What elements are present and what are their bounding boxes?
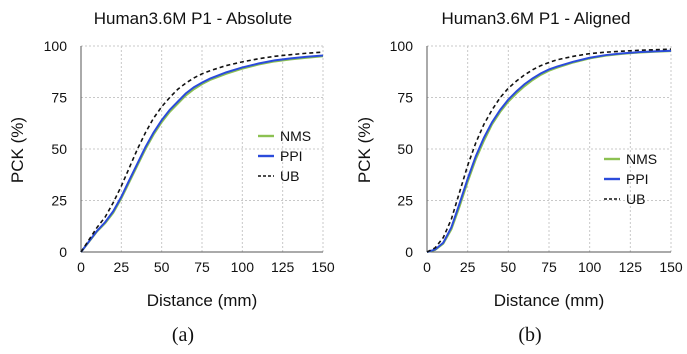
legend-label-nms: NMS bbox=[626, 151, 657, 167]
x-tick-label: 25 bbox=[460, 259, 476, 275]
chart-title: Human3.6M P1 - Aligned bbox=[442, 9, 631, 28]
x-tick-label: 50 bbox=[154, 259, 170, 275]
legend: NMS PPI UB bbox=[604, 151, 657, 207]
x-tick-label: 125 bbox=[271, 259, 295, 275]
x-axis-label: Distance (mm) bbox=[494, 291, 605, 310]
x-tick-label: 0 bbox=[77, 259, 85, 275]
y-tick-label: 75 bbox=[397, 90, 413, 106]
y-tick-label: 0 bbox=[405, 244, 413, 260]
x-tick-labels: 0 25 50 75 100 125 150 bbox=[77, 259, 335, 275]
x-tick-label: 75 bbox=[541, 259, 557, 275]
y-axis-label: PCK (%) bbox=[8, 117, 27, 183]
x-tick-label: 50 bbox=[501, 259, 517, 275]
y-tick-label: 0 bbox=[59, 244, 67, 260]
y-tick-label: 100 bbox=[390, 38, 414, 54]
y-tick-label: 50 bbox=[51, 141, 67, 157]
legend-label-nms: NMS bbox=[280, 128, 311, 144]
y-tick-label: 25 bbox=[397, 193, 413, 209]
y-tick-label: 100 bbox=[44, 38, 68, 54]
x-tick-label: 100 bbox=[578, 259, 602, 275]
y-tick-label: 25 bbox=[51, 193, 67, 209]
chart-title: Human3.6M P1 - Absolute bbox=[94, 9, 292, 28]
x-tick-label: 75 bbox=[194, 259, 210, 275]
x-tick-labels: 0 25 50 75 100 125 150 bbox=[423, 259, 683, 275]
legend-label-ub: UB bbox=[280, 168, 299, 184]
x-tick-label: 150 bbox=[659, 259, 683, 275]
y-axis-label: PCK (%) bbox=[355, 117, 374, 183]
chart-panel-b: Human3.6M P1 - Aligned 0 25 50 75 100 125 150 … bbox=[355, 9, 683, 346]
y-tick-labels: 0 25 50 75 100 bbox=[44, 38, 68, 260]
x-tick-label: 150 bbox=[311, 259, 335, 275]
legend: NMS PPI UB bbox=[258, 128, 311, 184]
subfigure-label: (a) bbox=[172, 324, 194, 346]
x-tick-label: 0 bbox=[423, 259, 431, 275]
y-tick-label: 75 bbox=[51, 90, 67, 106]
grid bbox=[427, 46, 671, 252]
legend-label-ub: UB bbox=[626, 191, 645, 207]
legend-label-ppi: PPI bbox=[626, 171, 649, 187]
legend-label-ppi: PPI bbox=[280, 148, 303, 164]
x-axis-label: Distance (mm) bbox=[147, 291, 258, 310]
chart-panel-a: Human3.6M P1 - Absolute 0 25 50 75 100 125 150… bbox=[8, 9, 335, 346]
y-tick-labels: 0 25 50 75 100 bbox=[390, 38, 414, 260]
x-tick-label: 25 bbox=[114, 259, 130, 275]
y-tick-label: 50 bbox=[397, 141, 413, 157]
subfigure-label: (b) bbox=[518, 324, 541, 346]
x-tick-label: 125 bbox=[619, 259, 643, 275]
x-tick-label: 100 bbox=[231, 259, 255, 275]
